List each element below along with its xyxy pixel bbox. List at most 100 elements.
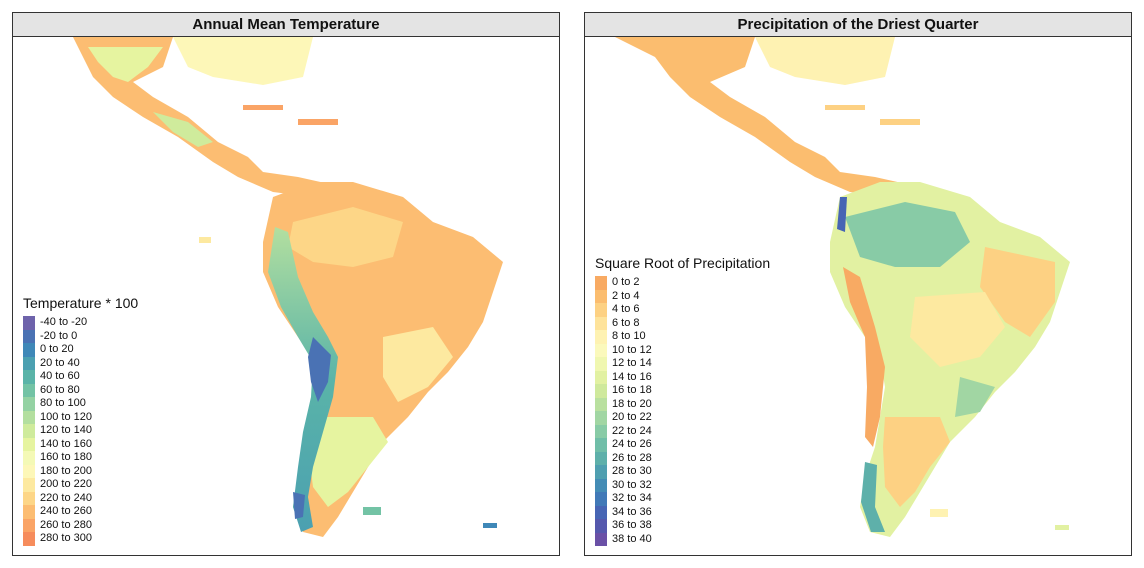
- precipitation-legend-title: Square Root of Precipitation: [595, 255, 771, 271]
- precipitation-map-panel: Precipitation of the Driest Quarter Squa…: [584, 12, 1132, 556]
- legend-label: 18 to 20: [612, 397, 652, 410]
- precipitation-region-argentina: [883, 417, 950, 507]
- legend-item: 20 to 22: [595, 411, 770, 425]
- legend-item: 18 to 20: [595, 397, 770, 411]
- legend-item: 12 to 14: [595, 357, 770, 371]
- legend-swatch: [595, 519, 607, 533]
- temperature-region-andes: [268, 227, 338, 532]
- precipitation-region-se-brazil: [955, 377, 995, 417]
- legend-label: 24 to 26: [612, 438, 652, 450]
- legend-swatch: [23, 518, 35, 532]
- precipitation-region-southern-chile: [861, 462, 885, 532]
- legend-item: 14 to 16: [595, 370, 770, 384]
- legend-item: 26 to 28: [595, 451, 770, 465]
- legend-label: 140 to 160: [40, 437, 92, 450]
- precipitation-map: [615, 37, 1070, 537]
- legend-swatch: [23, 329, 35, 343]
- legend-label: 20 to 22: [612, 411, 652, 423]
- legend-swatch: [595, 384, 607, 398]
- legend-item: 260 to 280: [23, 518, 138, 532]
- temperature-region-altiplano: [308, 337, 331, 402]
- precipitation-region-caribbean: [825, 105, 865, 110]
- legend-item: 34 to 36: [595, 505, 770, 519]
- legend-item: 120 to 140: [23, 424, 138, 438]
- precipitation-region-falklands: [930, 509, 948, 517]
- legend-item: 6 to 8: [595, 316, 770, 330]
- legend-swatch: [23, 532, 35, 546]
- legend-item: 28 to 30: [595, 465, 770, 479]
- legend-item: 36 to 38: [595, 519, 770, 533]
- legend-item: 60 to 80: [23, 383, 138, 397]
- precipitation-region-caribbean-2: [880, 119, 920, 125]
- precipitation-region-mexico: [615, 37, 920, 197]
- legend-swatch: [595, 505, 607, 519]
- legend-item: 30 to 32: [595, 478, 770, 492]
- legend-label: 38 to 40: [612, 532, 652, 545]
- legend-swatch: [23, 383, 35, 397]
- temperature-region-caribbean: [243, 105, 283, 110]
- legend-swatch: [595, 465, 607, 479]
- legend-item: 80 to 100: [23, 397, 138, 411]
- legend-label: 34 to 36: [612, 505, 652, 518]
- legend-item: 32 to 34: [595, 492, 770, 506]
- legend-item: 4 to 6: [595, 303, 770, 317]
- legend-swatch: [23, 424, 35, 438]
- legend-item: 16 to 18: [595, 384, 770, 398]
- temperature-map-title: Annual Mean Temperature: [13, 13, 559, 37]
- legend-label: 0 to 2: [612, 276, 640, 288]
- legend-label: 28 to 30: [612, 465, 652, 477]
- legend-item: 100 to 120: [23, 410, 138, 424]
- legend-item: 180 to 200: [23, 464, 138, 478]
- legend-swatch: [23, 343, 35, 357]
- temperature-region-south-georgia: [483, 523, 497, 528]
- legend-label: 22 to 24: [612, 424, 652, 437]
- legend-swatch: [595, 343, 607, 357]
- legend-item: 280 to 300: [23, 532, 138, 546]
- temperature-region-falklands: [363, 507, 381, 515]
- precipitation-region-amazon: [845, 202, 970, 267]
- legend-swatch: [23, 478, 35, 492]
- temperature-region-brazil-highlands: [383, 327, 453, 402]
- legend-label: 280 to 300: [40, 532, 92, 544]
- legend-swatch: [595, 424, 607, 438]
- precipitation-map-title: Precipitation of the Driest Quarter: [585, 13, 1131, 37]
- temperature-map: [73, 37, 503, 537]
- temperature-region-patagonia-ice: [293, 492, 305, 519]
- legend-swatch: [23, 410, 35, 424]
- legend-label: -20 to 0: [40, 329, 78, 342]
- legend-item: 220 to 240: [23, 491, 138, 505]
- legend-label: 240 to 260: [40, 505, 92, 517]
- precipitation-region-usa-south: [755, 37, 895, 85]
- legend-label: 14 to 16: [612, 370, 652, 383]
- legend-label: 6 to 8: [612, 316, 640, 329]
- precipitation-region-ne-brazil: [980, 247, 1055, 337]
- legend-label: 180 to 200: [40, 464, 92, 477]
- legend-swatch: [595, 370, 607, 384]
- legend-swatch: [23, 316, 35, 330]
- temperature-region-usa-south: [173, 37, 313, 85]
- legend-label: 220 to 240: [40, 491, 92, 504]
- precipitation-region-cerrado: [910, 292, 1005, 367]
- legend-item: 0 to 20: [23, 343, 138, 357]
- legend-label: 8 to 10: [612, 330, 646, 342]
- temperature-region-pampas: [308, 417, 388, 507]
- legend-swatch: [23, 491, 35, 505]
- legend-label: 80 to 100: [40, 397, 86, 409]
- legend-swatch: [23, 356, 35, 370]
- legend-swatch: [595, 411, 607, 425]
- temperature-region-central-highlands: [153, 112, 213, 147]
- legend-swatch: [23, 451, 35, 465]
- legend-swatch: [595, 289, 607, 303]
- temperature-region-mexico-highlands: [88, 47, 163, 82]
- legend-swatch: [23, 370, 35, 384]
- temperature-region-amazon: [288, 207, 403, 267]
- legend-label: 10 to 12: [612, 343, 652, 356]
- legend-label: 2 to 4: [612, 289, 640, 302]
- temperature-region-caribbean-2: [298, 119, 338, 125]
- legend-swatch: [595, 478, 607, 492]
- legend-item: 24 to 26: [595, 438, 770, 452]
- temperature-legend-title: Temperature * 100: [23, 295, 139, 311]
- legend-label: 30 to 32: [612, 478, 652, 491]
